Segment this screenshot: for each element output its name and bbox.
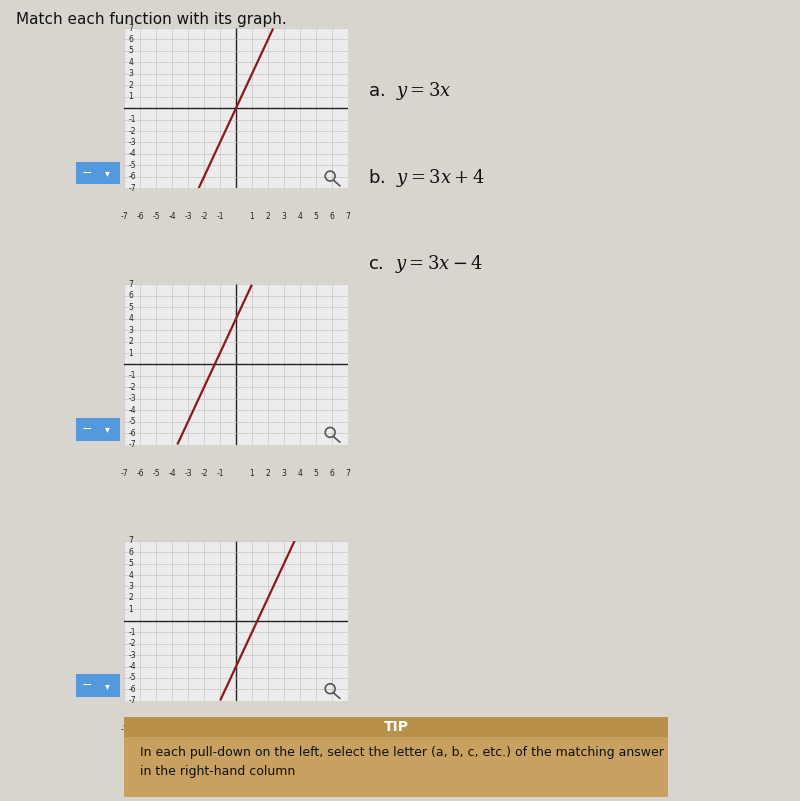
Text: 1: 1 [250,212,254,221]
Text: 3: 3 [282,469,286,477]
Text: a.  $y = 3x$: a. $y = 3x$ [368,80,452,102]
Text: ▾: ▾ [106,425,110,434]
Text: 2: 2 [129,337,134,346]
Text: b.  $y = 3x + 4$: b. $y = 3x + 4$ [368,167,485,188]
Text: 2: 2 [266,212,270,221]
Text: -2: -2 [129,127,136,135]
Text: 7: 7 [129,536,134,545]
Text: -2: -2 [200,725,208,734]
Text: -1: -1 [216,212,224,221]
Text: 3: 3 [129,70,134,78]
Text: -4: -4 [168,212,176,221]
Text: −: − [82,423,92,436]
Text: 4: 4 [129,570,134,579]
Text: -7: -7 [129,696,136,706]
Text: -1: -1 [129,115,136,124]
Text: 1: 1 [129,348,134,357]
Text: -4: -4 [129,662,136,671]
Text: -6: -6 [129,172,136,181]
Text: -5: -5 [129,161,136,170]
Text: 6: 6 [330,725,334,734]
Text: 2: 2 [266,469,270,477]
Text: -2: -2 [200,212,208,221]
Text: 5: 5 [314,725,318,734]
Text: 2: 2 [129,594,134,602]
Text: -5: -5 [129,417,136,426]
Text: -4: -4 [129,150,136,159]
Text: 5: 5 [314,212,318,221]
Text: -6: -6 [129,685,136,694]
Text: -7: -7 [120,725,128,734]
Text: 3: 3 [282,725,286,734]
Text: 4: 4 [129,58,134,66]
Text: -2: -2 [129,383,136,392]
Text: 1: 1 [129,605,134,614]
Text: 1: 1 [129,92,134,101]
Text: -4: -4 [168,469,176,477]
Text: 6: 6 [129,548,134,557]
Text: -5: -5 [152,725,160,734]
Text: -7: -7 [129,440,136,449]
Text: -3: -3 [184,469,192,477]
Text: 5: 5 [129,303,134,312]
Text: 1: 1 [250,469,254,477]
Text: TIP: TIP [383,720,409,734]
Text: -3: -3 [129,650,136,659]
Text: 4: 4 [298,725,302,734]
Text: 6: 6 [330,212,334,221]
Text: 1: 1 [250,725,254,734]
Text: 2: 2 [266,725,270,734]
Text: -5: -5 [129,674,136,682]
Text: -4: -4 [129,406,136,415]
Text: -6: -6 [136,212,144,221]
Text: In each pull-down on the left, select the letter (a, b, c, etc.) of the matching: In each pull-down on the left, select th… [140,746,664,778]
Text: -3: -3 [129,138,136,147]
Text: 6: 6 [330,469,334,477]
Text: ▾: ▾ [106,681,110,690]
Text: -5: -5 [152,212,160,221]
Text: -3: -3 [184,212,192,221]
Text: -7: -7 [129,183,136,193]
Text: -2: -2 [200,469,208,477]
Text: −: − [82,167,92,179]
Text: 3: 3 [282,212,286,221]
Text: -6: -6 [136,469,144,477]
Text: -3: -3 [184,725,192,734]
Text: -1: -1 [216,469,224,477]
Text: 7: 7 [346,212,350,221]
Text: 7: 7 [346,469,350,477]
Text: -2: -2 [129,639,136,648]
Text: -7: -7 [120,212,128,221]
Text: -1: -1 [129,372,136,380]
Text: -6: -6 [136,725,144,734]
Text: 2: 2 [129,81,134,90]
Text: 3: 3 [129,582,134,591]
Text: 4: 4 [298,212,302,221]
Text: -6: -6 [129,429,136,437]
Text: -1: -1 [216,725,224,734]
Text: 3: 3 [129,326,134,335]
Text: 5: 5 [129,559,134,568]
Text: 4: 4 [298,469,302,477]
Text: c.  $y = 3x - 4$: c. $y = 3x - 4$ [368,253,483,275]
Text: ▾: ▾ [106,168,110,178]
Text: 7: 7 [129,23,134,33]
Text: 5: 5 [314,469,318,477]
Text: -4: -4 [168,725,176,734]
Text: 6: 6 [129,292,134,300]
Text: -5: -5 [152,469,160,477]
Text: 5: 5 [129,46,134,55]
Text: 7: 7 [346,725,350,734]
Text: 7: 7 [129,280,134,289]
Text: -1: -1 [129,628,136,637]
Text: 4: 4 [129,314,134,323]
Text: −: − [82,679,92,692]
Text: Match each function with its graph.: Match each function with its graph. [16,12,286,27]
Text: -7: -7 [120,469,128,477]
Text: -3: -3 [129,394,136,403]
Text: 6: 6 [129,35,134,44]
